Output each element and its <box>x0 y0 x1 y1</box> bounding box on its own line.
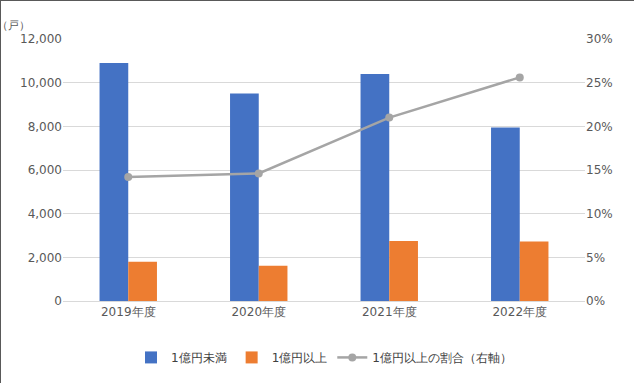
svg-text:8,000: 8,000 <box>28 120 62 134</box>
svg-text:10%: 10% <box>586 207 613 221</box>
svg-text:4,000: 4,000 <box>28 207 62 221</box>
svg-text:1億円以上: 1億円以上 <box>272 351 328 365</box>
svg-text:2019年度: 2019年度 <box>101 305 156 319</box>
svg-text:25%: 25% <box>586 76 613 90</box>
svg-text:12,000: 12,000 <box>20 32 62 46</box>
svg-text:2022年度: 2022年度 <box>492 305 547 319</box>
svg-text:2020年度: 2020年度 <box>231 305 286 319</box>
svg-text:2021年度: 2021年度 <box>362 305 417 319</box>
svg-text:0: 0 <box>54 294 62 308</box>
svg-text:2,000: 2,000 <box>28 251 62 265</box>
svg-text:1億円以上の割合（右軸）: 1億円以上の割合（右軸） <box>372 351 512 365</box>
svg-text:5%: 5% <box>586 251 605 265</box>
svg-text:6,000: 6,000 <box>28 163 62 177</box>
svg-text:1億円未満: 1億円未満 <box>171 351 227 365</box>
svg-text:0%: 0% <box>586 294 605 308</box>
svg-text:（戸）: （戸） <box>1 19 30 32</box>
svg-text:15%: 15% <box>586 163 613 177</box>
svg-text:30%: 30% <box>586 32 613 46</box>
svg-text:10,000: 10,000 <box>20 76 62 90</box>
svg-text:20%: 20% <box>586 120 613 134</box>
